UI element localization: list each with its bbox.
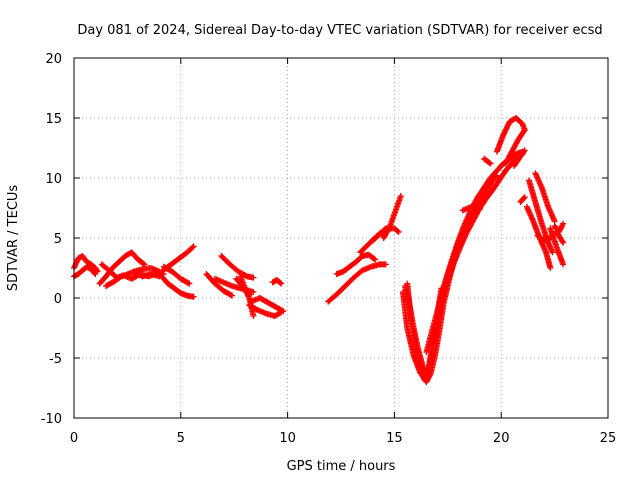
data-point [560,239,567,246]
series-arc-1 [71,253,101,275]
data-point [382,227,389,234]
data-point [277,279,284,286]
data-point [381,228,388,235]
axis-ticks: 0 5 10 15 20 25 -10 -5 0 5 10 15 20 [41,52,617,446]
data-point [229,292,236,299]
series-arc-22 [370,227,389,244]
series-arc-39 [517,194,528,205]
y-tick-label: 0 [54,292,62,307]
data-point [386,224,393,231]
data-point [189,244,196,251]
grid-lines [74,58,608,418]
data-point [250,274,257,281]
series-arc-31 [511,147,528,169]
series-arc-3 [96,249,148,287]
series-arc-16 [248,295,287,315]
data-point [394,228,401,235]
series-arc-12 [218,253,257,281]
data-point [190,293,197,300]
series-arc-2 [71,263,99,280]
data-point [395,229,402,235]
y-tick-label: 15 [45,112,62,127]
data-point [547,265,554,271]
x-axis-label: GPS time / hours [287,459,396,474]
data-point [560,261,567,268]
data-point [520,195,527,202]
data-point [190,243,197,250]
x-tick-label: 10 [279,431,296,446]
series-arc-27 [444,151,526,283]
data-point [186,280,193,287]
data-point [185,279,192,286]
data-point [91,270,98,277]
data-point [476,206,483,213]
series-arc-32 [481,155,494,167]
data-point [250,289,257,295]
data-point [141,261,148,268]
data-point [382,261,389,268]
series-arc-11 [211,275,257,295]
y-tick-label: 5 [54,232,62,247]
data-point [397,193,404,199]
data-point [487,160,494,167]
chart-title: Day 081 of 2024, Sidereal Day-to-day VTE… [77,23,602,38]
data-point [520,128,527,135]
y-axis-label: SDTVAR / TECUs [6,185,21,292]
series-arc-18 [325,261,389,305]
data-point [549,249,556,256]
series-arc-30 [502,127,528,167]
x-tick-label: 0 [70,431,78,446]
y-tick-label: 10 [45,172,62,187]
y-tick-label: -5 [49,352,62,367]
data-points [71,115,567,385]
data-point [92,271,99,277]
series-arc-34 [532,170,558,225]
data-point [279,307,286,314]
data-point [227,291,234,298]
data-point [521,194,528,201]
x-tick-label: 5 [177,431,185,446]
data-point [486,159,493,166]
y-tick-label: -10 [41,412,62,427]
data-point [250,313,257,319]
series-arc-8 [158,273,197,300]
series-arc-38 [534,229,567,246]
y-tick-label: 20 [45,52,62,67]
series-arc-28 [459,203,483,214]
data-point [140,260,147,267]
data-point [560,220,567,227]
series-arc-20 [357,225,402,256]
data-point [280,308,287,315]
series-arc-9 [160,263,193,287]
data-point [521,147,528,154]
x-tick-label: 25 [600,431,617,446]
data-point [371,255,378,262]
data-point [372,256,379,263]
data-point [278,280,285,287]
data-point [521,127,528,133]
x-tick-label: 15 [386,431,403,446]
series-arc-21 [380,193,404,241]
series-arc-10 [203,271,236,299]
data-point [520,148,527,155]
series-arc-19 [333,251,379,277]
series-arc-7 [158,243,197,275]
x-tick-label: 20 [493,431,510,446]
series-arc-17 [269,277,285,287]
series-arc-29 [493,115,528,155]
